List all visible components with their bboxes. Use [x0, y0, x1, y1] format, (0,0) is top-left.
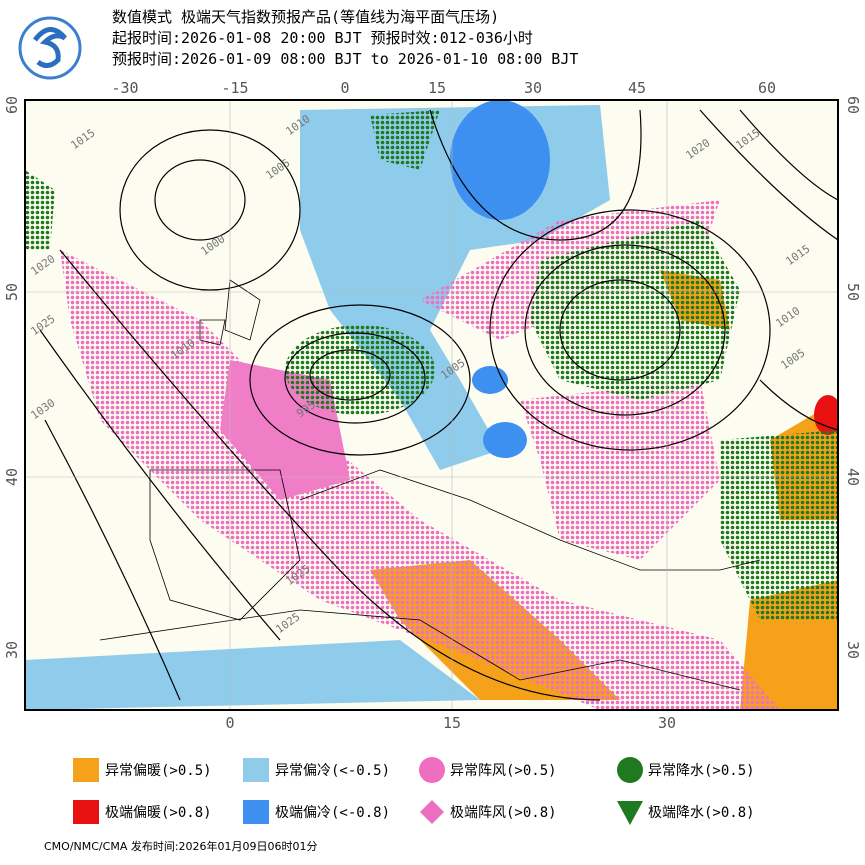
legend-label: 极端降水(>0.8) — [648, 805, 755, 821]
lon-label: -30 — [111, 79, 138, 97]
legend-swatch — [419, 757, 445, 783]
isobars — [39, 109, 838, 701]
legend-swatch — [617, 801, 643, 825]
lon-label: 45 — [628, 79, 646, 97]
graticule — [25, 100, 838, 710]
footer: CMO/NMC/CMA 发布时间:2026年01月09日06时01分 — [44, 839, 318, 853]
lat-label: 40 — [3, 468, 21, 486]
lon-label: -15 — [221, 79, 248, 97]
legend-label: 异常降水(>0.5) — [648, 763, 755, 779]
logo — [18, 16, 82, 80]
lon-label: 15 — [428, 79, 446, 97]
legend-label: 极端阵风(>0.8) — [450, 805, 557, 821]
lat-label: 50 — [844, 283, 862, 301]
lon-label: 60 — [758, 79, 776, 97]
axis-labels: -30 -15 0 15 30 45 60 0 15 30 60 50 40 30 60 50 40 30 — [3, 79, 862, 732]
lat-label: 30 — [844, 641, 862, 659]
legend-label: 极端偏冷(<-0.8) — [275, 805, 390, 821]
legend-label: 异常阵风(>0.5) — [450, 763, 557, 779]
issue-time: 起报时间:2026-01-08 20:00 BJT 预报时效:012-036小时 — [112, 29, 533, 47]
lat-label: 60 — [844, 96, 862, 114]
lon-label: 0 — [340, 79, 349, 97]
lat-label: 50 — [3, 283, 21, 301]
legend-swatch — [243, 758, 269, 782]
legend-label: 异常偏暖(>0.5) — [105, 763, 212, 779]
legend-swatch — [73, 758, 99, 782]
legend-swatch — [73, 800, 99, 824]
map-frame — [24, 99, 839, 711]
legend-swatch — [243, 800, 269, 824]
valid-time: 预报时间:2026-01-09 08:00 BJT to 2026-01-10 … — [112, 50, 578, 68]
legend-swatch — [420, 800, 444, 824]
lon-label: 0 — [225, 714, 234, 732]
coastlines — [99, 279, 761, 691]
lat-label: 40 — [844, 468, 862, 486]
lat-label: 30 — [3, 641, 21, 659]
lat-label: 60 — [3, 96, 21, 114]
lon-label: 30 — [658, 714, 676, 732]
lon-label: 15 — [443, 714, 461, 732]
legend-swatch — [617, 757, 643, 783]
legend: 异常偏暖(>0.5) 异常偏冷(<-0.5) 异常阵风(>0.5) 异常降水(>0.5… — [73, 757, 755, 825]
lon-label: 30 — [524, 79, 542, 97]
title: 数值模式 极端天气指数预报产品(等值线为海平面气压场) — [112, 8, 499, 26]
map-area: 1015101010051000102010251030101099510051… — [25, 100, 838, 710]
legend-label: 异常偏冷(<-0.5) — [275, 763, 390, 779]
legend-label: 极端偏暖(>0.8) — [105, 805, 212, 821]
